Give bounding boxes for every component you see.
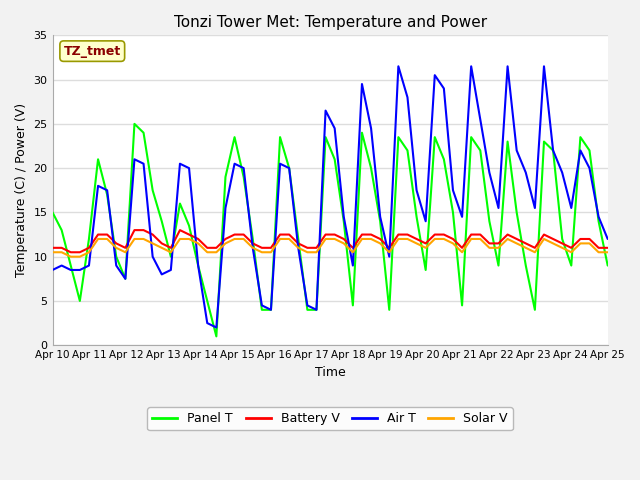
Solar V <box>340 240 348 246</box>
Text: TZ_tmet: TZ_tmet <box>63 45 121 58</box>
Battery V <box>340 236 348 242</box>
Panel T <box>340 218 348 224</box>
Battery V <box>176 227 184 233</box>
Panel T <box>131 121 138 127</box>
Battery V <box>212 245 220 251</box>
Air T <box>394 63 402 69</box>
Battery V <box>549 236 557 242</box>
Solar V <box>67 254 75 260</box>
Air T <box>604 236 612 242</box>
Air T <box>331 125 339 131</box>
Panel T <box>404 147 412 153</box>
Solar V <box>404 236 412 242</box>
Solar V <box>212 250 220 255</box>
Line: Panel T: Panel T <box>52 124 608 336</box>
Air T <box>94 183 102 189</box>
Battery V <box>67 250 75 255</box>
Battery V <box>103 232 111 238</box>
Solar V <box>549 240 557 246</box>
Air T <box>49 267 56 273</box>
Solar V <box>176 236 184 242</box>
Panel T <box>549 147 557 153</box>
Panel T <box>49 210 56 216</box>
Y-axis label: Temperature (C) / Power (V): Temperature (C) / Power (V) <box>15 103 28 277</box>
X-axis label: Time: Time <box>315 366 346 379</box>
Line: Battery V: Battery V <box>52 230 608 252</box>
Panel T <box>212 334 220 339</box>
Solar V <box>49 250 56 255</box>
Air T <box>212 324 220 330</box>
Battery V <box>49 245 56 251</box>
Panel T <box>204 298 211 304</box>
Panel T <box>604 263 612 268</box>
Battery V <box>604 245 612 251</box>
Line: Air T: Air T <box>52 66 608 327</box>
Battery V <box>131 227 138 233</box>
Legend: Panel T, Battery V, Air T, Solar V: Panel T, Battery V, Air T, Solar V <box>147 407 513 430</box>
Title: Tonzi Tower Met: Temperature and Power: Tonzi Tower Met: Temperature and Power <box>173 15 486 30</box>
Battery V <box>404 232 412 238</box>
Panel T <box>94 156 102 162</box>
Panel T <box>167 254 175 260</box>
Solar V <box>604 250 612 255</box>
Solar V <box>94 236 102 242</box>
Air T <box>158 272 166 277</box>
Air T <box>195 263 202 268</box>
Air T <box>404 95 412 100</box>
Line: Solar V: Solar V <box>52 239 608 257</box>
Air T <box>549 147 557 153</box>
Solar V <box>113 245 120 251</box>
